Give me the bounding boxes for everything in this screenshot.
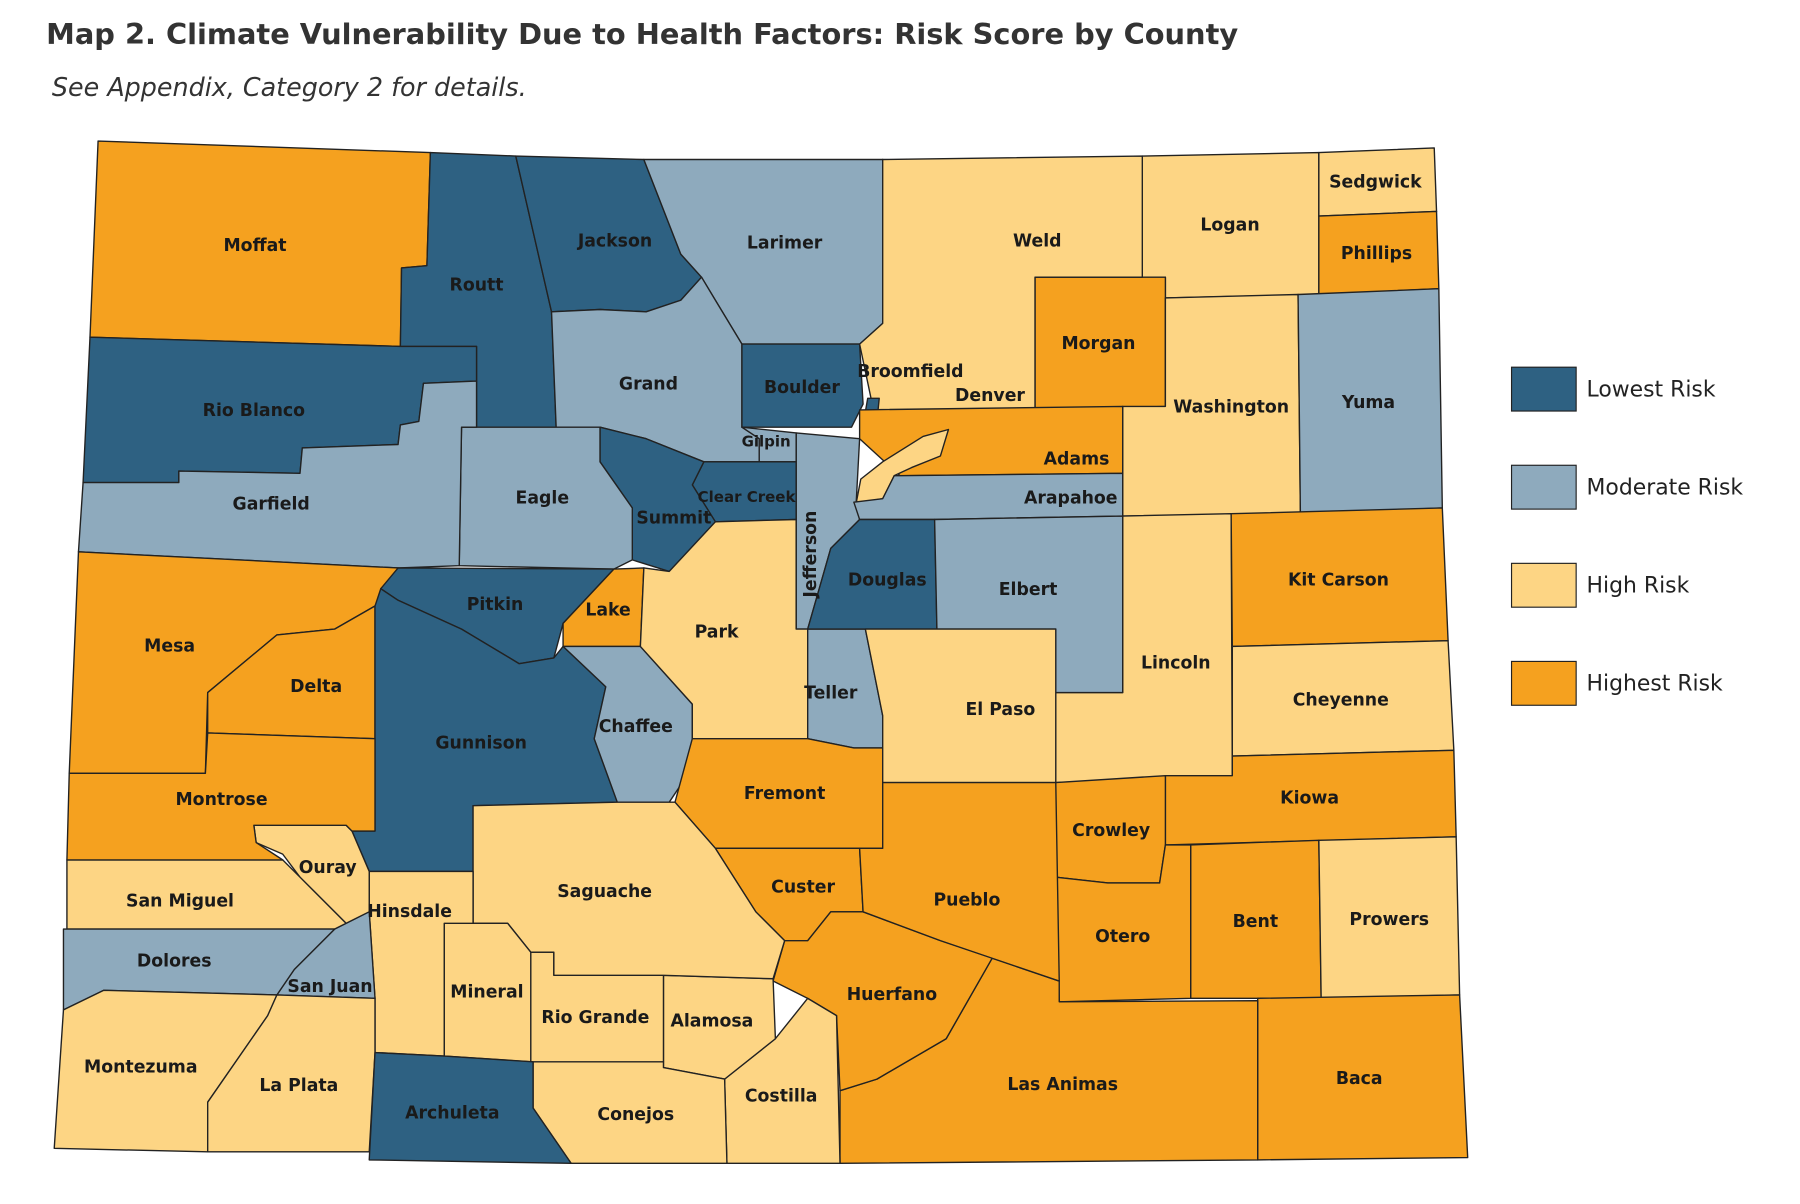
county-label: Ouray <box>299 858 357 878</box>
county-label: El Paso <box>965 700 1035 720</box>
county-label: Dolores <box>137 951 212 971</box>
county-label: Archuleta <box>405 1104 499 1124</box>
county-label: Montezuma <box>84 1058 198 1078</box>
county-label: Denver <box>955 386 1025 406</box>
county-label: Rio Blanco <box>203 401 306 421</box>
county-label: Baca <box>1336 1069 1383 1089</box>
county-label: Bent <box>1233 912 1279 932</box>
county-label: San Juan <box>287 977 372 997</box>
county-label: Chaffee <box>599 717 673 737</box>
county-label: Clear Creek <box>698 488 797 506</box>
county <box>77 380 478 569</box>
county-label: Cheyenne <box>1293 691 1389 711</box>
county-label: Rio Grande <box>541 1008 649 1028</box>
title: Map 2. Climate Vulnerability Due to Heal… <box>46 17 1238 51</box>
county-label: Washington <box>1173 398 1289 418</box>
county-label: Park <box>695 623 739 643</box>
county-label: Las Animas <box>1007 1075 1118 1095</box>
county-label: Mineral <box>450 983 523 1003</box>
county-label: Custer <box>771 878 835 898</box>
county-label: Jefferson <box>801 511 821 599</box>
county-label: Fremont <box>744 784 825 804</box>
county-label: Prowers <box>1349 910 1429 930</box>
county-label: Morgan <box>1061 334 1135 354</box>
county-label: Douglas <box>848 571 927 591</box>
county-label: Arapahoe <box>1024 489 1118 509</box>
county-label: Pitkin <box>467 595 524 615</box>
county-label: Pueblo <box>933 890 1000 910</box>
county-label: Teller <box>804 684 858 704</box>
county-label: Lake <box>585 601 630 621</box>
county-label: Montrose <box>175 790 267 810</box>
county-label: Weld <box>1013 231 1062 251</box>
county-label: Crowley <box>1072 821 1150 841</box>
county-label: Eagle <box>516 489 570 509</box>
county-label: Gunnison <box>435 733 527 753</box>
county-label: Huerfano <box>847 985 938 1005</box>
county-label: Yuma <box>1341 393 1395 413</box>
legend-label: Highest Risk <box>1587 672 1724 697</box>
county-label: Hinsdale <box>367 902 452 922</box>
county-label: Larimer <box>747 234 823 254</box>
county <box>858 781 1060 982</box>
county-label: Elbert <box>999 580 1058 600</box>
county <box>368 1051 572 1165</box>
county-label: Saguache <box>557 882 652 902</box>
legend-label: Lowest Risk <box>1587 377 1716 402</box>
county-label: Sedgwick <box>1329 173 1422 193</box>
legend-label: Moderate Risk <box>1587 475 1744 500</box>
legend-swatch <box>1510 562 1577 608</box>
legend-swatch <box>1510 366 1577 412</box>
county-label: Kiowa <box>1280 789 1339 809</box>
county-label: Otero <box>1095 927 1150 947</box>
county-label: Routt <box>450 275 504 295</box>
county-label: Summit <box>636 508 711 528</box>
county-label: Jackson <box>577 231 652 251</box>
county-label: San Miguel <box>126 891 234 911</box>
county-label: Lincoln <box>1141 654 1211 674</box>
county-label: Adams <box>1044 450 1110 470</box>
county <box>741 343 864 428</box>
county-label: Moffat <box>223 236 286 256</box>
county-label: Garfield <box>233 495 310 515</box>
legend-swatch <box>1510 464 1577 510</box>
county-label: Phillips <box>1341 244 1412 264</box>
county-label: Delta <box>290 677 342 697</box>
subtitle: See Appendix, Category 2 for details. <box>52 72 527 102</box>
county-label: Kit Carson <box>1288 571 1389 591</box>
county-label: Costilla <box>745 1086 818 1106</box>
legend-swatch <box>1510 660 1577 706</box>
county-map <box>53 140 1469 1165</box>
county-label: Grand <box>619 375 678 395</box>
county-label: Logan <box>1200 215 1259 235</box>
county-labels: Moffat Routt Jackson Larimer Weld Logan Sedgwi… <box>84 173 1429 1125</box>
county-label: Alamosa <box>670 1011 753 1031</box>
county-label: Boulder <box>764 378 840 398</box>
county-label: Gilpin <box>742 433 791 451</box>
county-label: La Plata <box>259 1076 338 1096</box>
county-label: Conejos <box>597 1105 674 1125</box>
county <box>458 426 633 570</box>
county-label: Mesa <box>144 636 195 656</box>
county-label: Broomfield <box>857 362 963 382</box>
legend: Lowest Risk Moderate Risk High Risk Highest… <box>1510 366 1744 706</box>
legend-label: High Risk <box>1587 573 1690 598</box>
county <box>66 732 376 861</box>
